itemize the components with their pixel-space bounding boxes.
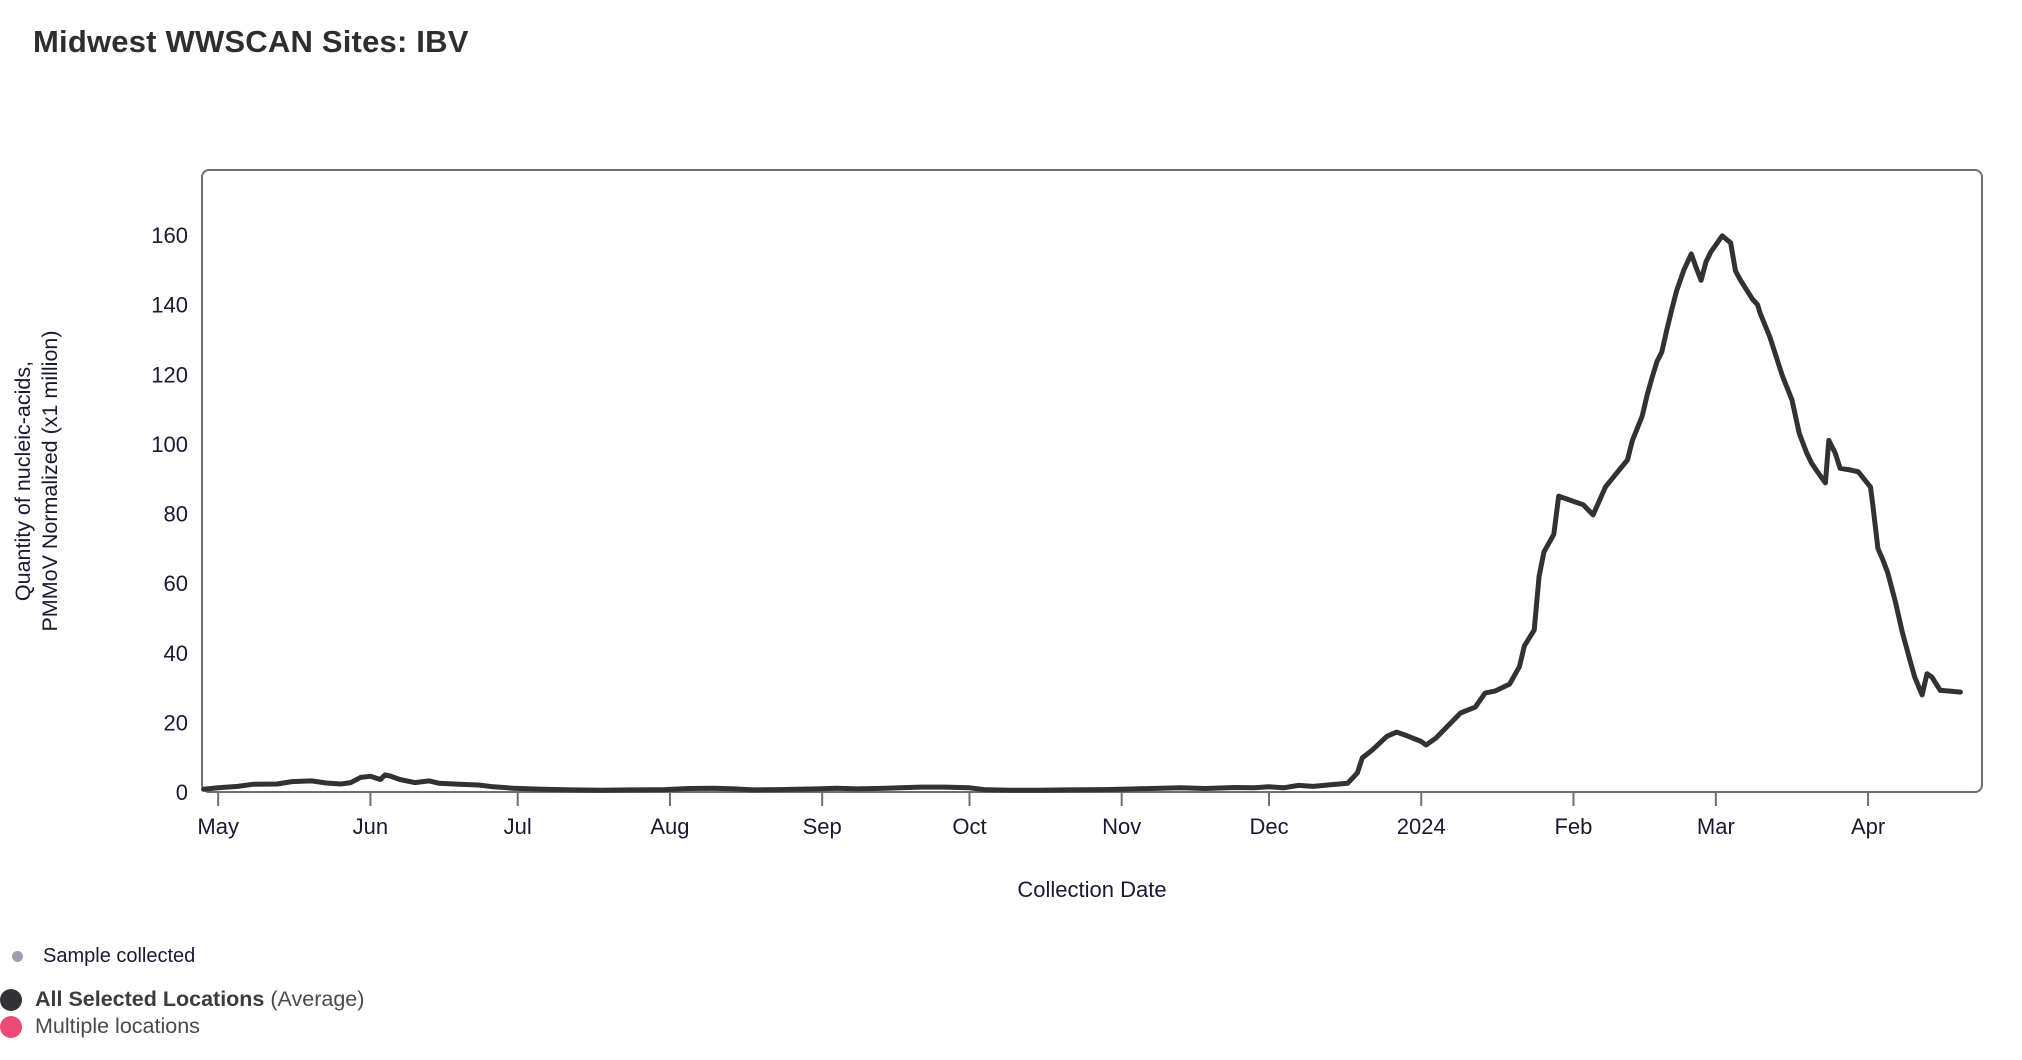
x-tick-label: 2024 (1397, 814, 1446, 839)
x-tick-label: Dec (1249, 814, 1288, 839)
x-tick-label: Apr (1851, 814, 1885, 839)
plot-frame (201, 169, 1983, 793)
legend-label-sample-collected: Sample collected (43, 945, 196, 967)
y-tick-label: 80 (164, 502, 188, 527)
x-tick-label: Oct (952, 814, 986, 839)
y-axis-title-line-2: PMMoV Normalized (x1 million) (38, 330, 62, 632)
x-axis-title: Collection Date (1017, 877, 1167, 902)
x-tick-label: Nov (1102, 814, 1141, 839)
legend-item-multiple-locations[interactable]: Multiple locations (0, 1014, 200, 1039)
page-title: Midwest WWSCAN Sites: IBV (33, 24, 469, 59)
legend-label-average-suffix: (Average) (264, 987, 365, 1011)
x-tick-label: Sep (803, 814, 842, 839)
y-axis-title-line-1: Quantity of nucleic-acids, (11, 360, 35, 602)
legend-item-all-selected-locations[interactable]: All Selected Locations (Average) (0, 987, 364, 1012)
y-tick-label: 120 (151, 362, 188, 387)
y-tick-label: 0 (176, 780, 188, 805)
legend-label-multiple-locations: Multiple locations (35, 1014, 200, 1038)
sample-collected-dot-icon (12, 951, 23, 962)
legend-label-all-selected-locations: All Selected Locations (Average) (35, 987, 365, 1011)
legend-item-sample-collected[interactable]: Sample collected (10, 945, 195, 968)
y-tick-label: 160 (151, 223, 188, 248)
y-tick-label: 60 (164, 571, 188, 596)
y-tick-label: 140 (151, 293, 188, 318)
y-tick-label: 100 (151, 432, 188, 457)
y-tick-label: 20 (164, 710, 188, 735)
x-tick-label: Feb (1554, 814, 1592, 839)
x-tick-label: Mar (1697, 814, 1735, 839)
x-tick-label: May (197, 814, 239, 839)
x-tick-label: Jun (353, 814, 388, 839)
x-tick-label: Jul (504, 814, 532, 839)
y-tick-label: 40 (164, 641, 188, 666)
x-tick-label: Aug (650, 814, 689, 839)
all-selected-locations-dot-icon (0, 988, 22, 1011)
multiple-locations-dot-icon (0, 1015, 22, 1038)
trend-line-all-selected-locations[interactable] (201, 233, 1963, 793)
